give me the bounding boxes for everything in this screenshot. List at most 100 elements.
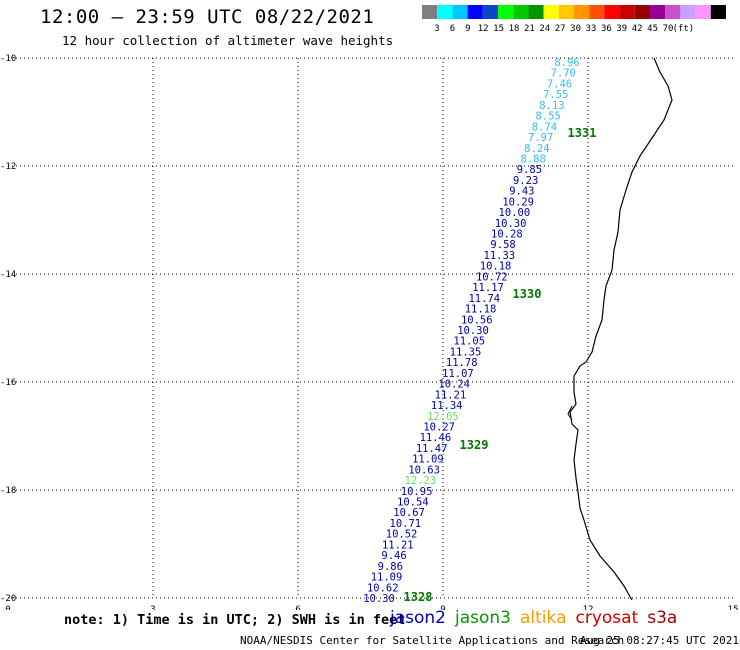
wave-height-label: 11.33 (484, 250, 516, 262)
x-tick-label: 6 (295, 605, 300, 610)
wave-height-label: 11.74 (468, 293, 500, 305)
colorbar-swatch (467, 5, 483, 19)
wave-height-label: 11.47 (416, 443, 448, 455)
colorbar-swatch (695, 5, 711, 19)
colorbar-swatch (634, 5, 650, 19)
coastline (569, 57, 673, 601)
wave-height-label: 11.09 (371, 572, 403, 584)
wave-height-label: 8.55 (536, 111, 561, 123)
colorbar-swatch (680, 5, 696, 19)
wave-height-label: 10.00 (499, 207, 531, 219)
mission-jason2: jason2 (390, 608, 446, 628)
x-tick-label: 3 (150, 605, 155, 610)
wave-height-label: 11.34 (431, 400, 463, 412)
x-tick-label: 15 (728, 605, 739, 610)
wave-height-label: 7.55 (543, 89, 568, 101)
map-title: 12:00 – 23:59 UTC 08/22/2021 (40, 6, 375, 28)
wave-height-label: 12.23 (405, 475, 437, 487)
wave-height-label: 10.27 (423, 421, 455, 433)
mission-cryosat: cryosat (575, 608, 639, 628)
map-subtitle: 12 hour collection of altimeter wave hei… (62, 33, 394, 48)
wave-height-label: 9.86 (378, 561, 403, 573)
wave-height-label: 11.21 (382, 539, 414, 551)
y-tick-label: -20 (0, 594, 16, 604)
colorbar-label: (ft) (673, 24, 695, 34)
wave-height-label: 7.97 (528, 132, 553, 144)
wave-height-label: 11.35 (450, 346, 482, 358)
colorbar-label: 36 (601, 24, 612, 34)
footer-timestamp: Aug 25 08:27:45 UTC 2021 (580, 634, 739, 647)
colorbar-label: 15 (493, 24, 504, 34)
pass-time-label: 1331 (568, 126, 597, 140)
wave-height-track: 8.967.707.467.558.138.558.747.978.248.88… (363, 57, 579, 605)
wave-height-label: 10.54 (397, 497, 429, 509)
colorbar-swatch (543, 5, 559, 19)
colorbar-label: 3 (434, 24, 439, 34)
axis-tick-labels: 0 3 6 9 12 15 -10 -12 -14 -16 -18 -20 (0, 54, 738, 610)
wave-height-label: 10.62 (367, 582, 399, 594)
wave-height-label: 8.13 (539, 100, 564, 112)
colorbar-label: 27 (555, 24, 566, 34)
wave-height-label: 9.43 (509, 186, 534, 198)
x-tick-label: 9 (440, 605, 445, 610)
colorbar-swatch (665, 5, 681, 19)
colorbar-swatch (574, 5, 590, 19)
wave-height-label: 9.23 (513, 175, 538, 187)
color-scale-legend: 3 6 9 12 15 18 21 24 27 30 33 36 39 42 45 70 (ft) (422, 5, 726, 34)
wave-height-label: 10.72 (476, 271, 508, 283)
wave-height-label: 11.18 (465, 304, 497, 316)
wave-height-map: 8.967.707.467.558.138.558.747.978.248.88… (0, 54, 738, 610)
colorbar-swatch (650, 5, 666, 19)
wave-height-label: 10.56 (461, 314, 493, 326)
footer-credit: NOAA/NESDIS Center for Satellite Applica… (240, 634, 625, 647)
wave-height-label: 11.09 (412, 454, 444, 466)
y-tick-label: -10 (0, 54, 16, 64)
mission-jason3: jason3 (455, 608, 511, 628)
wave-height-label: 8.88 (521, 153, 546, 165)
wave-height-label: 11.17 (472, 282, 504, 294)
coastline-inlet (567, 405, 573, 421)
wave-height-label: 10.63 (408, 464, 440, 476)
wave-height-label: 7.70 (551, 68, 576, 80)
wave-height-label: 7.46 (547, 78, 572, 90)
colorbar-label: 6 (450, 24, 455, 34)
wave-height-label: 10.95 (401, 486, 433, 498)
wave-height-label: 8.96 (554, 57, 579, 69)
wave-height-label: 11.05 (453, 336, 485, 348)
wave-height-label: 9.58 (490, 239, 515, 251)
wave-height-label: 8.24 (524, 143, 549, 155)
colorbar-label: 18 (509, 24, 520, 34)
colorbar-swatch (710, 5, 726, 19)
colorbar-swatch (452, 5, 468, 19)
wave-height-label: 10.28 (491, 229, 523, 241)
y-tick-label: -12 (0, 162, 16, 172)
wave-height-label: 10.24 (438, 379, 470, 391)
x-tick-label: 12 (583, 605, 594, 610)
map-grid (8, 57, 733, 599)
pass-time-label: 1328 (404, 590, 433, 604)
colorbar-label: 9 (465, 24, 470, 34)
wave-height-label: 11.07 (442, 368, 474, 380)
colorbar-swatch (422, 5, 438, 19)
wave-height-label: 12.05 (427, 411, 459, 423)
wave-height-label: 11.46 (420, 432, 452, 444)
colorbar-label: 30 (570, 24, 581, 34)
colorbar-swatch (513, 5, 529, 19)
wave-height-label: 11.21 (435, 389, 467, 401)
y-tick-label: -18 (0, 486, 16, 496)
colorbar-label: 39 (616, 24, 627, 34)
wave-height-label: 9.46 (381, 550, 406, 562)
colorbar-label: 12 (478, 24, 489, 34)
colorbar-swatch (604, 5, 620, 19)
pass-time-labels: 1331 1330 1329 1328 (404, 126, 597, 604)
wave-height-label: 10.30 (363, 593, 395, 605)
wave-height-label: 10.18 (480, 261, 512, 273)
units-note: note: 1) Time is in UTC; 2) SWH is in fe… (64, 612, 406, 628)
wave-height-label: 10.30 (457, 325, 489, 337)
pass-time-label: 1329 (460, 438, 489, 452)
colorbar-swatch (558, 5, 574, 19)
y-tick-label: -16 (0, 378, 16, 388)
colorbar-swatch (482, 5, 498, 19)
colorbar-swatch (589, 5, 605, 19)
mission-altika: altika (520, 608, 567, 628)
